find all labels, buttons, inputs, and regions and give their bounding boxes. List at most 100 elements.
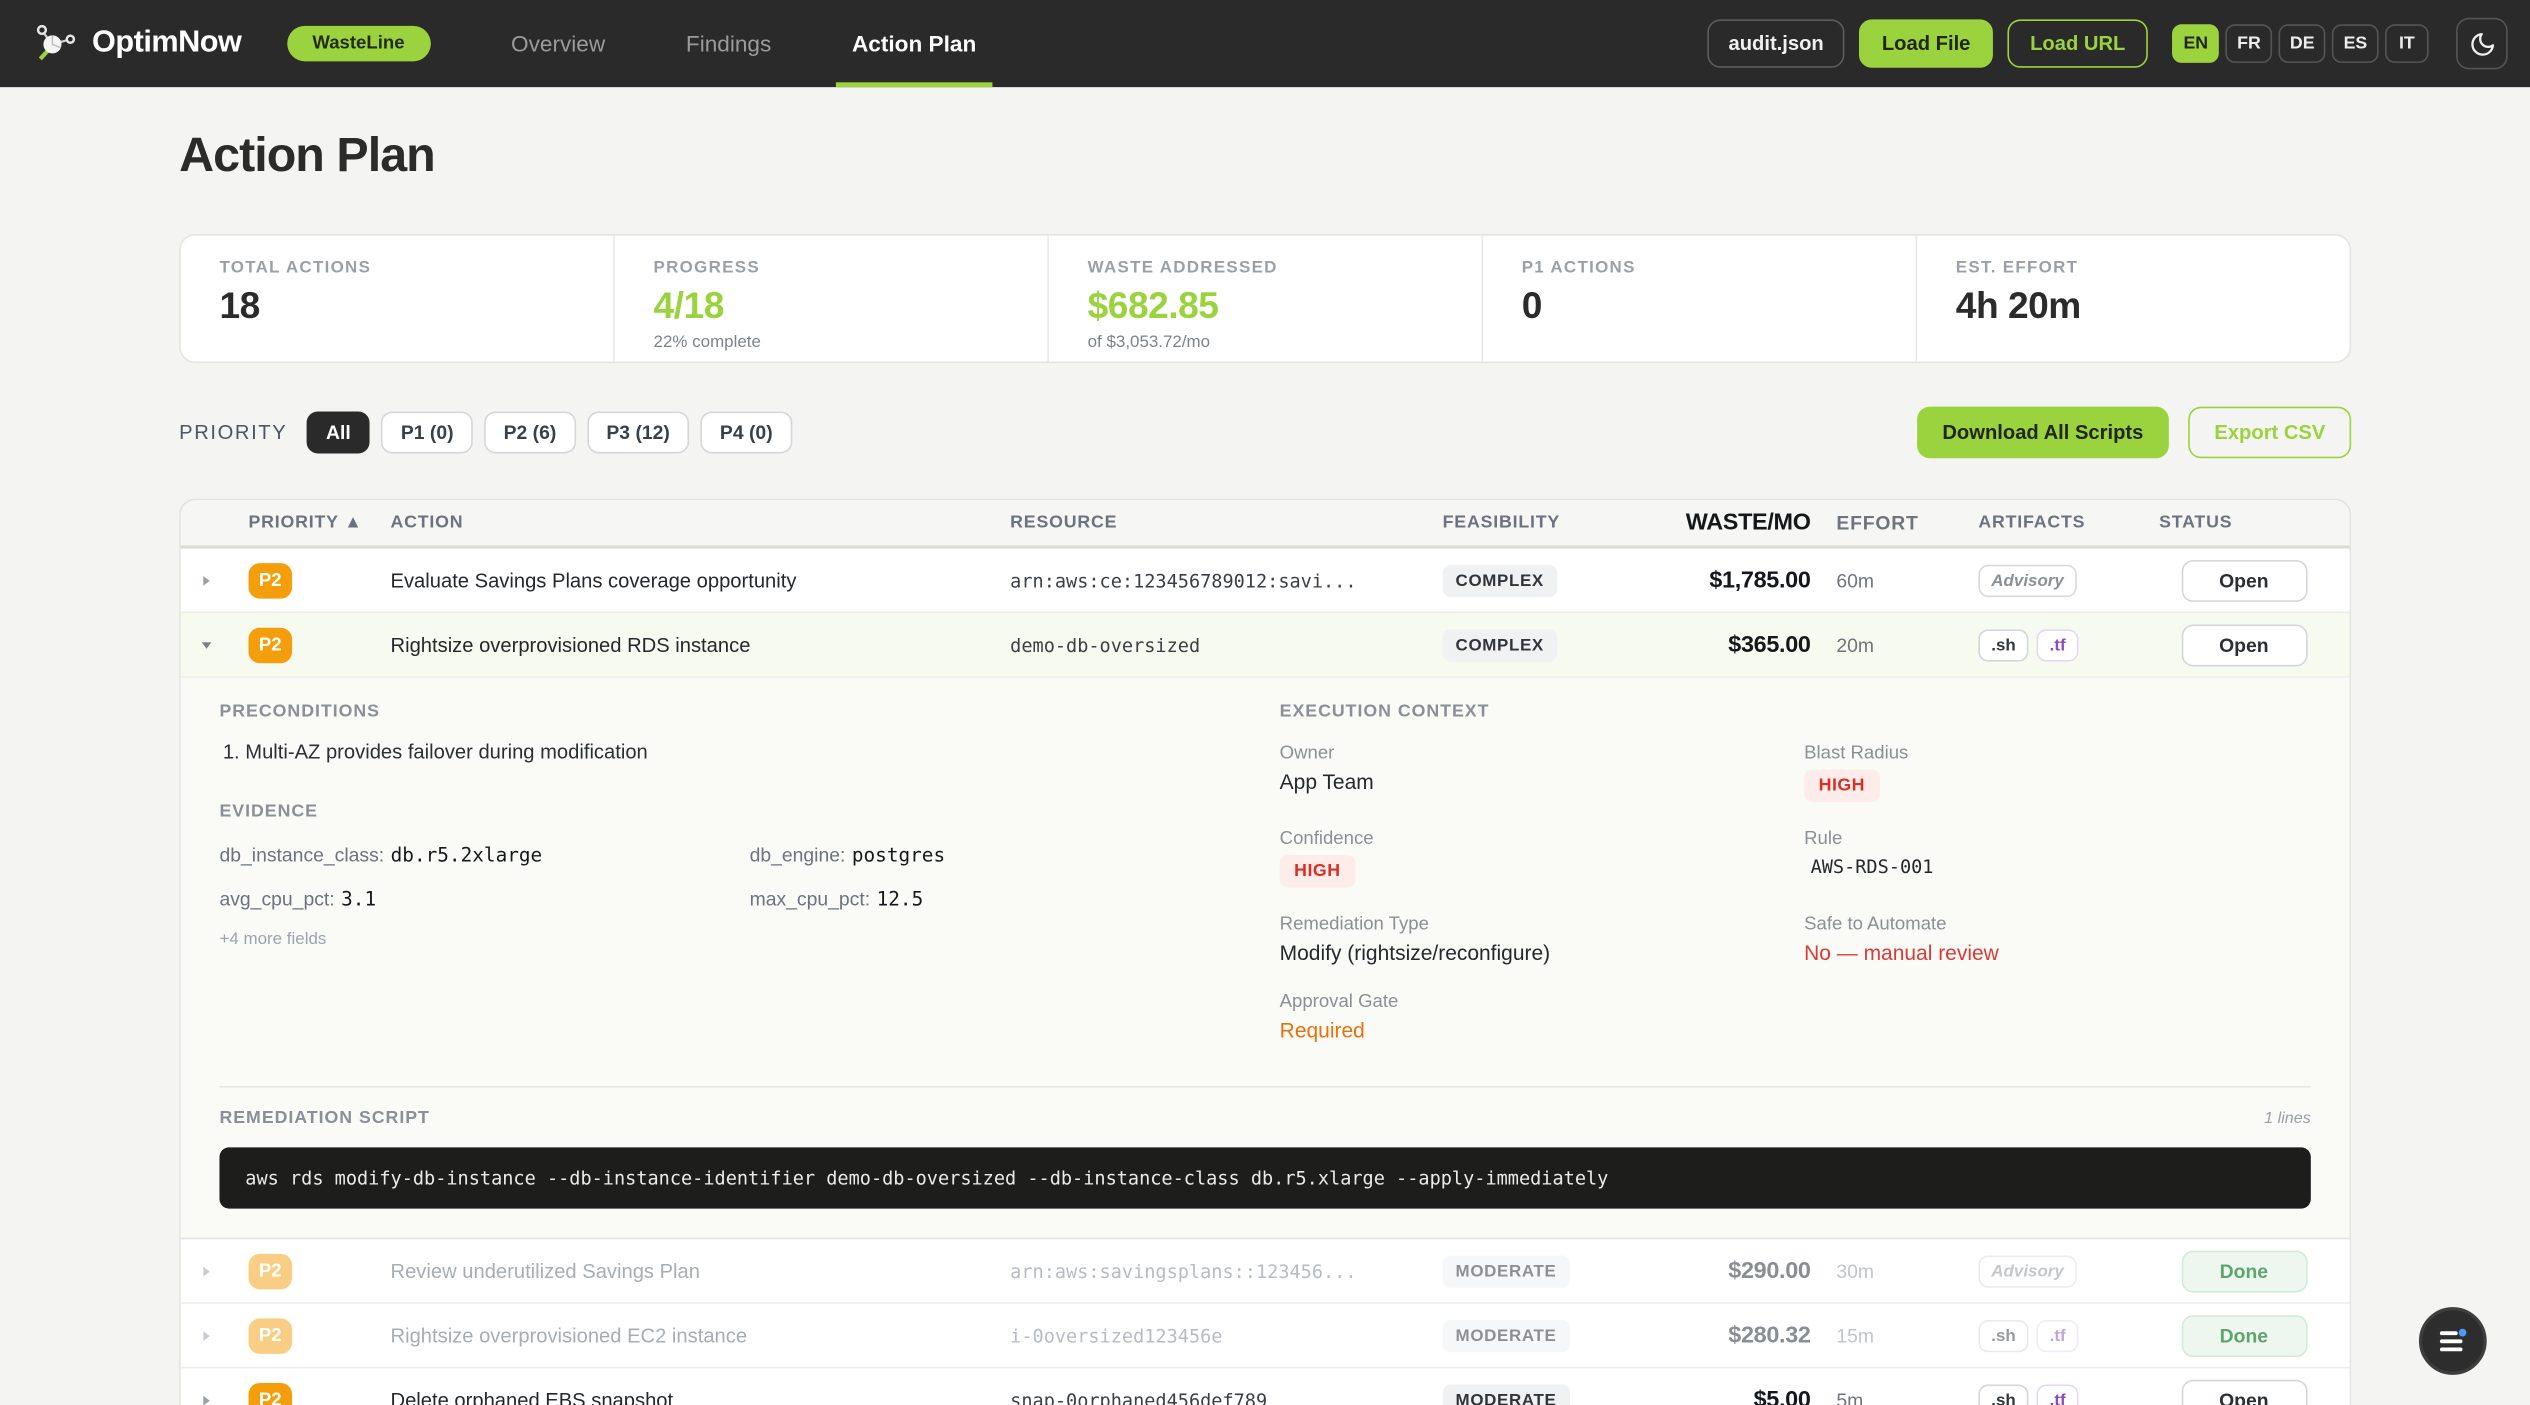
column-waste: WASTE/MO bbox=[1659, 510, 1820, 536]
moon-icon bbox=[2468, 30, 2495, 57]
priority-badge: P2 bbox=[249, 1253, 293, 1289]
column-action: ACTION bbox=[391, 513, 988, 532]
table-row[interactable]: P2 Rightsize overprovisioned EC2 instanc… bbox=[181, 1304, 2350, 1369]
brand-logo-icon bbox=[36, 23, 78, 65]
table-row[interactable]: P2 Rightsize overprovisioned RDS instanc… bbox=[181, 613, 2350, 678]
context-blast-radius: Blast Radius HIGH bbox=[1804, 744, 2311, 802]
status-open-button[interactable]: Open bbox=[2181, 559, 2307, 601]
stat-total-actions: TOTAL ACTIONS 18 bbox=[181, 236, 615, 362]
action-label: Review underutilized Savings Plan bbox=[391, 1259, 988, 1282]
stat-waste-addressed: WASTE ADDRESSED $682.85 of $3,053.72/mo bbox=[1049, 236, 1483, 362]
waste-value: $1,785.00 bbox=[1659, 567, 1820, 593]
load-url-button[interactable]: Load URL bbox=[2008, 19, 2148, 67]
feasibility-badge: MODERATE bbox=[1443, 1384, 1570, 1405]
expand-caret-icon[interactable] bbox=[203, 575, 209, 585]
fab-menu-button[interactable] bbox=[2419, 1307, 2487, 1375]
priority-badge: P2 bbox=[249, 627, 293, 663]
artifact-chip-tf: .tf bbox=[2037, 1384, 2079, 1405]
collapse-caret-icon[interactable] bbox=[202, 641, 212, 647]
artifact-chip-tf: .tf bbox=[2037, 1319, 2079, 1351]
stat-est-effort: EST. EFFORT 4h 20m bbox=[1917, 236, 2349, 362]
resource-label: arn:aws:savingsplans::123456... bbox=[988, 1259, 1420, 1282]
resource-label: snap-0orphaned456def789 bbox=[988, 1389, 1420, 1405]
brand[interactable]: OptimNow bbox=[36, 23, 242, 65]
expand-caret-icon[interactable] bbox=[203, 1330, 209, 1340]
nav-tabs: Overview Findings Action Plan bbox=[511, 0, 976, 87]
table-header: PRIORITY ▲ ACTION RESOURCE FEASIBILITY W… bbox=[181, 500, 2350, 548]
audit-file-chip[interactable]: audit.json bbox=[1708, 19, 1845, 67]
status-done-button[interactable]: Done bbox=[2181, 1314, 2307, 1356]
status-done-button[interactable]: Done bbox=[2181, 1250, 2307, 1292]
tab-action-plan[interactable]: Action Plan bbox=[852, 0, 976, 87]
filter-p1[interactable]: P1 (0) bbox=[381, 411, 472, 453]
status-open-button[interactable]: Open bbox=[2181, 1379, 2307, 1405]
lang-es-button[interactable]: ES bbox=[2332, 24, 2378, 63]
hamburger-menu-icon bbox=[2437, 1325, 2469, 1357]
more-fields-note: +4 more fields bbox=[219, 929, 1279, 948]
download-all-scripts-button[interactable]: Download All Scripts bbox=[1917, 407, 2170, 459]
lang-de-button[interactable]: DE bbox=[2279, 24, 2326, 63]
top-nav: OptimNow WasteLine Overview Findings Act… bbox=[0, 0, 2530, 87]
actions-table: PRIORITY ▲ ACTION RESOURCE FEASIBILITY W… bbox=[179, 499, 2351, 1405]
artifact-chip-tf: .tf bbox=[2037, 629, 2079, 661]
tab-overview[interactable]: Overview bbox=[511, 0, 605, 87]
nav-actions: audit.json Load File Load URL EN FR DE E… bbox=[1708, 18, 2508, 70]
column-feasibility: FEASIBILITY bbox=[1420, 513, 1659, 532]
evidence-item: max_cpu_pct:12.5 bbox=[750, 884, 1280, 913]
table-row[interactable]: P2 Review underutilized Savings Plan arn… bbox=[181, 1239, 2350, 1304]
wasteline-badge: WasteLine bbox=[287, 26, 431, 62]
feasibility-badge: COMPLEX bbox=[1443, 564, 1557, 596]
column-priority[interactable]: PRIORITY ▲ bbox=[232, 513, 390, 532]
preconditions-title: PRECONDITIONS bbox=[219, 702, 1279, 721]
effort-value: 5m bbox=[1820, 1389, 1962, 1405]
precondition-item: Multi-AZ provides failover during modifi… bbox=[245, 741, 1279, 764]
priority-badge: P2 bbox=[249, 562, 293, 598]
filter-all[interactable]: All bbox=[307, 411, 370, 453]
feasibility-badge: COMPLEX bbox=[1443, 629, 1557, 661]
remediation-script-code[interactable]: aws rds modify-db-instance --db-instance… bbox=[219, 1147, 2310, 1208]
load-file-button[interactable]: Load File bbox=[1859, 19, 1993, 67]
context-remediation-type: Remediation Type Modify (rightsize/recon… bbox=[1280, 915, 1804, 965]
theme-toggle-button[interactable] bbox=[2456, 18, 2508, 70]
tab-findings[interactable]: Findings bbox=[686, 0, 771, 87]
language-switcher: EN FR DE ES IT bbox=[2172, 24, 2428, 63]
expand-caret-icon[interactable] bbox=[203, 1266, 209, 1276]
execution-context-title: EXECUTION CONTEXT bbox=[1280, 702, 2311, 721]
feasibility-badge: MODERATE bbox=[1443, 1255, 1570, 1287]
evidence-grid: db_instance_class:db.r5.2xlarge db_engin… bbox=[219, 841, 1279, 914]
filter-p2[interactable]: P2 (6) bbox=[484, 411, 575, 453]
blast-radius-badge: HIGH bbox=[1804, 770, 1879, 802]
filter-p3[interactable]: P3 (12) bbox=[587, 411, 689, 453]
lang-fr-button[interactable]: FR bbox=[2226, 24, 2272, 63]
brand-name: OptimNow bbox=[92, 26, 241, 62]
waste-value: $280.32 bbox=[1659, 1322, 1820, 1348]
resource-label: i-0oversized123456e bbox=[988, 1324, 1420, 1347]
status-open-button[interactable]: Open bbox=[2181, 624, 2307, 666]
artifact-chip-sh: .sh bbox=[1978, 1384, 2028, 1405]
column-artifacts: ARTIFACTS bbox=[1962, 513, 2149, 532]
remediation-script-title: REMEDIATION SCRIPT bbox=[219, 1109, 429, 1128]
export-csv-button[interactable]: Export CSV bbox=[2189, 407, 2352, 459]
column-status: STATUS bbox=[2149, 513, 2338, 532]
waste-value: $365.00 bbox=[1659, 632, 1820, 658]
context-rule: Rule AWS-RDS-001 bbox=[1804, 829, 2311, 887]
context-approval-gate: Approval Gate Required bbox=[1280, 992, 1804, 1042]
artifact-chip: Advisory bbox=[1978, 564, 2076, 596]
waste-value: $5.00 bbox=[1659, 1387, 1820, 1405]
context-owner: Owner App Team bbox=[1280, 744, 1804, 802]
filter-bar: PRIORITY All P1 (0) P2 (6) P3 (12) P4 (0… bbox=[179, 407, 2351, 459]
lang-en-button[interactable]: EN bbox=[2172, 24, 2219, 63]
table-row[interactable]: P2 Evaluate Savings Plans coverage oppor… bbox=[181, 549, 2350, 614]
evidence-item: avg_cpu_pct:3.1 bbox=[219, 884, 749, 913]
expand-caret-icon[interactable] bbox=[203, 1395, 209, 1405]
evidence-title: EVIDENCE bbox=[219, 802, 1279, 821]
column-resource: RESOURCE bbox=[988, 513, 1420, 532]
evidence-item: db_engine:postgres bbox=[750, 841, 1280, 870]
lang-it-button[interactable]: IT bbox=[2385, 24, 2429, 63]
page-title: Action Plan bbox=[179, 129, 2351, 184]
filter-p4[interactable]: P4 (0) bbox=[701, 411, 792, 453]
context-safe-to-automate: Safe to Automate No — manual review bbox=[1804, 915, 2311, 965]
feasibility-badge: MODERATE bbox=[1443, 1319, 1570, 1351]
resource-label: demo-db-oversized bbox=[988, 633, 1420, 656]
table-row[interactable]: P2 Delete orphaned EBS snapshot snap-0or… bbox=[181, 1368, 2350, 1405]
